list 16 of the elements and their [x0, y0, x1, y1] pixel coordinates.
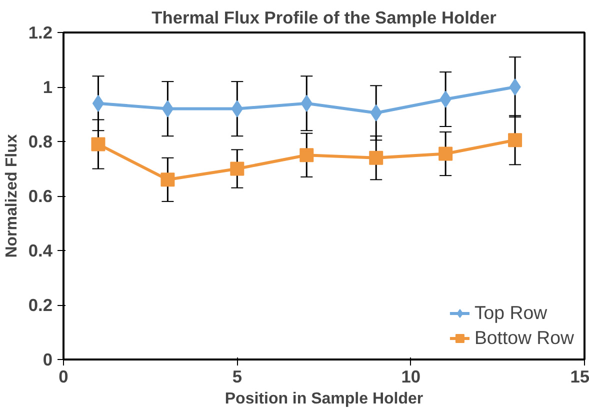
x-tick-label: 10 [401, 366, 420, 386]
x-tick-label: 0 [58, 366, 68, 386]
x-axis-title: Position in Sample Holder [224, 390, 424, 408]
y-tick-label: 0.2 [28, 295, 53, 315]
x-tick-label: 15 [570, 366, 589, 386]
x-tick-label: 5 [232, 366, 242, 386]
chart-title: Thermal Flux Profile of the Sample Holder [152, 8, 497, 28]
y-tick-label: 0.4 [28, 240, 53, 260]
y-tick-label: 0 [42, 350, 53, 370]
y-axis-title: Normalized Flux [3, 134, 20, 258]
y-tick-label: 1.2 [28, 22, 53, 42]
legend-label: Bottow Row [474, 327, 574, 349]
y-tick-label: 0.8 [28, 132, 53, 152]
y-tick-label: 0.6 [28, 186, 53, 206]
legend-label: Top Row [474, 302, 548, 324]
y-tick-label: 1 [42, 77, 53, 97]
